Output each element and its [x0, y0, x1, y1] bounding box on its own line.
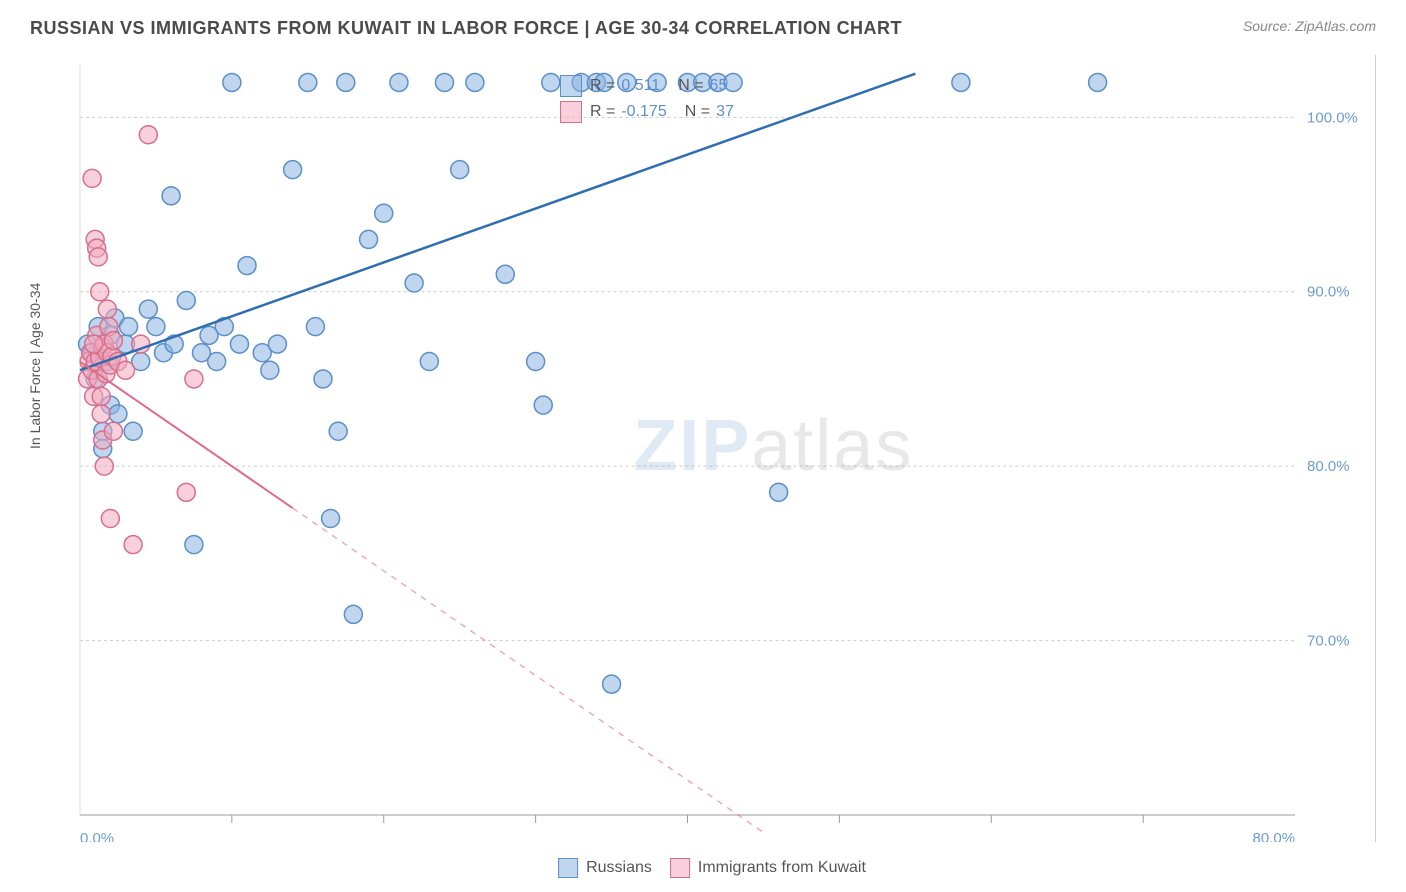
header: RUSSIAN VS IMMIGRANTS FROM KUWAIT IN LAB…: [0, 0, 1406, 49]
n-value-kuwait: 37: [716, 103, 734, 121]
legend-series: Russians Immigrants from Kuwait: [540, 858, 866, 878]
legend-swatch-russians: [560, 75, 582, 97]
source-name: ZipAtlas.com: [1295, 18, 1376, 34]
legend-correlation: R = 0.511 N = 65 R = -0.175 N = 37: [560, 75, 740, 127]
r-value-kuwait: -0.175: [621, 103, 666, 121]
n-label: N =: [678, 77, 703, 95]
n-value-russians: 65: [710, 77, 728, 95]
legend-label-kuwait: Immigrants from Kuwait: [698, 859, 866, 877]
y-axis-label: In Labor Force | Age 30-34: [27, 282, 43, 448]
source-prefix: Source:: [1243, 18, 1295, 34]
legend-row-russians: R = 0.511 N = 65: [560, 75, 740, 97]
r-value-russians: 0.511: [621, 77, 660, 95]
legend-swatch-kuwait: [560, 101, 582, 123]
n-label: N =: [685, 103, 710, 121]
svg-text:80.0%: 80.0%: [1307, 458, 1349, 475]
svg-text:70.0%: 70.0%: [1307, 633, 1349, 650]
source-attribution: Source: ZipAtlas.com: [1243, 18, 1376, 34]
svg-text:100.0%: 100.0%: [1307, 109, 1358, 126]
correlation-scatter-chart: 70.0% 80.0% 90.0% 100.0% 0.0% 80.0%: [30, 55, 1375, 842]
r-label: R =: [590, 77, 615, 95]
svg-text:80.0%: 80.0%: [1253, 830, 1295, 842]
legend-swatch-kuwait-icon: [670, 858, 690, 878]
chart-container: 70.0% 80.0% 90.0% 100.0% 0.0% 80.0% In Labor …: [30, 55, 1376, 842]
legend-swatch-russians-icon: [558, 858, 578, 878]
legend-label-russians: Russians: [586, 859, 652, 877]
r-label: R =: [590, 103, 615, 121]
legend-row-kuwait: R = -0.175 N = 37: [560, 101, 740, 123]
svg-text:0.0%: 0.0%: [80, 830, 114, 842]
svg-text:90.0%: 90.0%: [1307, 284, 1349, 301]
chart-title: RUSSIAN VS IMMIGRANTS FROM KUWAIT IN LAB…: [30, 18, 902, 39]
